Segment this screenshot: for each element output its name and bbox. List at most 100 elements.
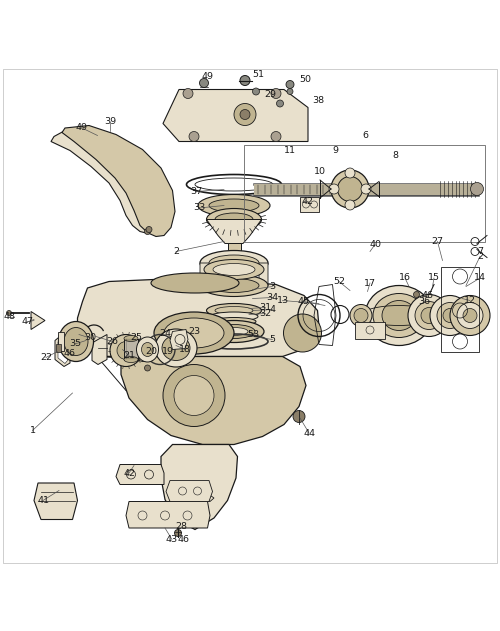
- Text: 42: 42: [302, 197, 314, 206]
- Circle shape: [6, 310, 12, 316]
- Ellipse shape: [155, 329, 197, 367]
- Ellipse shape: [284, 314, 322, 352]
- Text: 44: 44: [303, 428, 315, 437]
- Circle shape: [354, 309, 368, 322]
- Text: 13: 13: [276, 296, 288, 305]
- Text: 5: 5: [270, 335, 276, 344]
- Circle shape: [421, 307, 437, 324]
- Circle shape: [271, 131, 281, 141]
- Text: 33: 33: [193, 204, 205, 213]
- Ellipse shape: [209, 199, 259, 212]
- Ellipse shape: [213, 324, 255, 338]
- Text: 39: 39: [104, 117, 116, 126]
- Circle shape: [286, 81, 294, 88]
- Text: 29: 29: [264, 90, 276, 99]
- Text: 17: 17: [364, 278, 376, 288]
- Text: 19: 19: [162, 347, 174, 356]
- Circle shape: [144, 228, 150, 235]
- Circle shape: [437, 302, 463, 329]
- Bar: [58, 331, 64, 350]
- Ellipse shape: [210, 312, 258, 321]
- Text: 21: 21: [123, 351, 135, 360]
- Text: 28: 28: [175, 522, 187, 531]
- Polygon shape: [259, 263, 268, 285]
- Circle shape: [189, 131, 199, 141]
- Circle shape: [146, 227, 152, 232]
- Text: 8: 8: [392, 151, 398, 160]
- Text: 20: 20: [145, 347, 157, 356]
- Circle shape: [450, 295, 490, 336]
- Ellipse shape: [151, 273, 239, 293]
- Text: 10: 10: [314, 167, 326, 176]
- Circle shape: [163, 365, 225, 427]
- Ellipse shape: [373, 293, 425, 338]
- Text: 4: 4: [270, 305, 276, 314]
- Ellipse shape: [124, 336, 138, 341]
- Text: 49: 49: [75, 123, 87, 132]
- Ellipse shape: [142, 343, 154, 357]
- Circle shape: [350, 305, 372, 326]
- Ellipse shape: [58, 322, 94, 362]
- Ellipse shape: [213, 264, 255, 276]
- Circle shape: [338, 177, 362, 201]
- Circle shape: [252, 88, 260, 95]
- Circle shape: [276, 100, 283, 107]
- Circle shape: [110, 334, 142, 367]
- Polygon shape: [58, 336, 68, 363]
- Polygon shape: [163, 90, 308, 141]
- Text: 22: 22: [40, 353, 52, 362]
- Ellipse shape: [209, 255, 259, 271]
- Polygon shape: [34, 483, 78, 519]
- Text: 30: 30: [84, 334, 96, 343]
- Ellipse shape: [228, 264, 240, 270]
- Circle shape: [414, 292, 420, 297]
- Ellipse shape: [198, 194, 270, 216]
- Text: 38: 38: [312, 96, 324, 105]
- Circle shape: [470, 182, 484, 196]
- Circle shape: [415, 302, 443, 329]
- Ellipse shape: [154, 312, 234, 354]
- Circle shape: [240, 110, 250, 119]
- Circle shape: [408, 295, 450, 336]
- Text: 53: 53: [247, 330, 259, 339]
- Polygon shape: [206, 220, 262, 244]
- Polygon shape: [55, 333, 70, 367]
- Polygon shape: [170, 329, 188, 350]
- Text: 16: 16: [399, 273, 411, 283]
- Text: 18: 18: [179, 345, 191, 354]
- Text: 52: 52: [333, 277, 345, 286]
- Text: 43: 43: [166, 535, 178, 544]
- Circle shape: [133, 339, 155, 362]
- Ellipse shape: [64, 327, 88, 355]
- Text: 27: 27: [432, 237, 444, 246]
- Polygon shape: [116, 464, 164, 485]
- Text: 24: 24: [159, 329, 171, 338]
- Bar: [254, 184, 478, 194]
- Polygon shape: [31, 312, 45, 329]
- Polygon shape: [200, 263, 209, 285]
- Text: 2: 2: [477, 252, 483, 261]
- Ellipse shape: [164, 318, 224, 348]
- Polygon shape: [161, 444, 238, 529]
- Text: 14: 14: [474, 273, 486, 283]
- Polygon shape: [178, 495, 214, 502]
- Circle shape: [331, 170, 369, 208]
- Text: 26: 26: [106, 337, 118, 346]
- Text: 47: 47: [21, 317, 33, 326]
- Ellipse shape: [209, 278, 259, 293]
- Ellipse shape: [204, 321, 264, 343]
- Text: 45: 45: [298, 297, 310, 306]
- Text: 1: 1: [30, 426, 36, 435]
- Bar: [300, 196, 319, 211]
- Circle shape: [117, 341, 135, 360]
- Circle shape: [287, 88, 293, 95]
- Polygon shape: [126, 502, 210, 528]
- Bar: [441, 266, 478, 351]
- Text: 32: 32: [259, 309, 271, 318]
- Text: 15: 15: [428, 273, 440, 283]
- Ellipse shape: [215, 213, 253, 226]
- Circle shape: [443, 309, 457, 322]
- Text: 31: 31: [259, 303, 271, 312]
- Circle shape: [463, 309, 477, 322]
- Circle shape: [240, 76, 250, 85]
